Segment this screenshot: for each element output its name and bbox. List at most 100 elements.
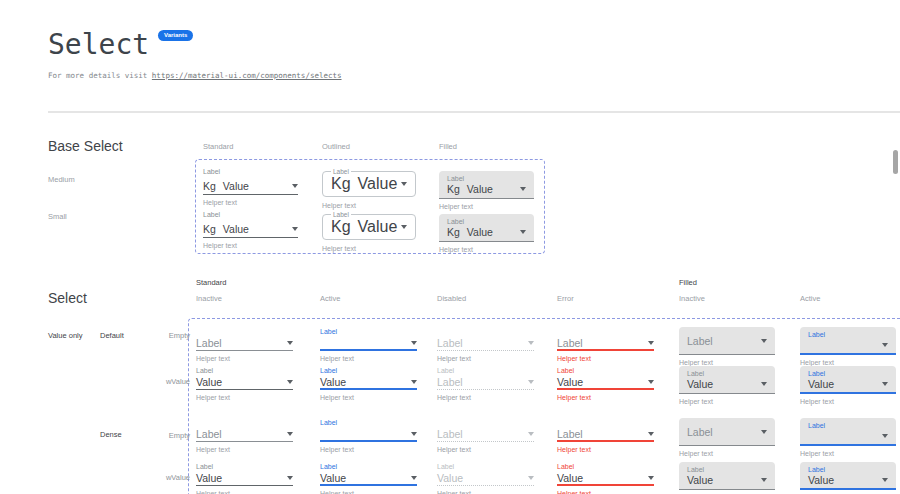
select-value: Value [196, 472, 222, 484]
select-field: Label KgValue Helper text [439, 214, 534, 254]
select-input[interactable]: Value [320, 471, 417, 486]
select-input[interactable]: Label Value [800, 462, 896, 490]
select-input[interactable]: Label [437, 336, 534, 351]
chevron-down-icon [528, 476, 534, 480]
select-field: Label Value Helper text [679, 462, 775, 494]
select-label: Label [320, 366, 417, 375]
select-input[interactable]: Label KgValue [439, 214, 534, 242]
select-input[interactable]: Label Value [800, 366, 896, 394]
select-value: Value [687, 474, 713, 486]
select-input[interactable]: Label [679, 327, 775, 355]
select-label: Label [808, 369, 888, 378]
select-input[interactable] [320, 427, 417, 442]
select-value: Value [808, 474, 834, 486]
row-group-default: Default [100, 331, 124, 340]
helper-text: Helper text [196, 394, 293, 402]
row-label-empty: Empty [130, 331, 190, 340]
chevron-down-icon [648, 341, 654, 345]
chevron-down-icon [520, 187, 526, 191]
docs-link[interactable]: https://material-ui.com/components/selec… [152, 71, 342, 80]
select-label: Label [557, 366, 654, 375]
select-input[interactable]: KgValue [203, 220, 298, 238]
helper-text: Helper text [439, 203, 534, 211]
select-label: Label [196, 462, 293, 471]
chevron-down-icon [411, 476, 417, 480]
helper-text: Helper text [800, 450, 896, 458]
select-field: Label Value Helper text [557, 462, 654, 494]
select-input[interactable]: Value [196, 375, 293, 390]
select-label [196, 327, 293, 336]
select-input[interactable]: Label [800, 327, 896, 355]
select-input[interactable]: Value [196, 471, 293, 486]
select-field: Label Value Helper text [679, 366, 775, 406]
select-field: Label Label Helper text [437, 366, 534, 402]
chevron-down-icon [528, 380, 534, 384]
select-input[interactable] [320, 336, 417, 351]
select-value: Label [437, 376, 463, 388]
select-input[interactable]: Value [437, 471, 534, 486]
select-field: Label KgValue Helper text [439, 171, 534, 211]
column-header-inactive: Inactive [196, 294, 222, 303]
chevron-down-icon [761, 430, 767, 434]
column-header-standard: Standard [203, 142, 233, 151]
select-field: Label Helper text [557, 418, 654, 454]
select-input[interactable]: Label Value [679, 366, 775, 394]
helper-text: Helper text [437, 355, 534, 363]
column-header-filled: Filled [439, 142, 457, 151]
chevron-down-icon [648, 380, 654, 384]
select-input[interactable]: Label KgValue [322, 171, 416, 197]
select-value: Value [557, 376, 583, 388]
chevron-down-icon [411, 380, 417, 384]
helper-text: Helper text [320, 394, 417, 402]
select-field: Label Helper text [196, 327, 293, 363]
select-label: Label [557, 462, 654, 471]
select-value: Label [196, 428, 222, 440]
select-value: Value [437, 472, 463, 484]
select-input[interactable]: Value [557, 375, 654, 390]
select-field: Label Value Helper text [557, 366, 654, 402]
select-input[interactable]: Label KgValue [439, 171, 534, 199]
helper-text: Helper text [679, 398, 775, 406]
select-input[interactable]: Label [196, 427, 293, 442]
select-label: Label [808, 465, 888, 474]
select-input[interactable]: Value [557, 471, 654, 486]
select-input[interactable]: Value [320, 375, 417, 390]
select-value: Value [223, 223, 249, 235]
select-input[interactable]: Label [437, 427, 534, 442]
chevron-down-icon [882, 382, 888, 386]
row-label-wvalue: wValue [130, 473, 190, 482]
chevron-down-icon [882, 478, 888, 482]
select-input[interactable]: Label Value [679, 462, 775, 490]
helper-text: Helper text [557, 394, 654, 402]
select-input[interactable]: Label [557, 427, 654, 442]
chevron-down-icon [287, 341, 293, 345]
chevron-down-icon [761, 478, 767, 482]
helper-text: Helper text [320, 446, 417, 454]
dashed-outline-box [188, 318, 900, 494]
select-input[interactable]: Label [800, 418, 896, 446]
select-field: Label Helper text [679, 418, 775, 458]
select-input[interactable]: Label [679, 418, 775, 446]
select-field: Label Value Helper text [800, 462, 896, 494]
select-label: Label [331, 211, 351, 218]
select-field: Label KgValue Helper text [322, 171, 416, 210]
select-input[interactable]: Label [557, 336, 654, 351]
select-input[interactable]: Label [437, 375, 534, 390]
select-input[interactable]: Label KgValue [322, 214, 416, 240]
chevron-down-icon [411, 432, 417, 436]
select-label: Label [808, 421, 888, 430]
helper-text: Helper text [439, 246, 534, 254]
helper-text: Helper text [437, 446, 534, 454]
select-field: Label Helper text [557, 327, 654, 363]
column-header-outlined: Outlined [322, 142, 350, 151]
select-value: Value [467, 226, 493, 238]
select-label [437, 327, 534, 336]
select-value: Value [320, 376, 346, 388]
select-value: Label [437, 337, 463, 349]
chevron-down-icon [287, 380, 293, 384]
scrollbar-thumb[interactable] [893, 150, 898, 174]
select-field: Label KgValue Helper text [322, 214, 416, 253]
select-input[interactable]: KgValue [203, 177, 298, 195]
select-heading: Select [48, 290, 87, 306]
select-input[interactable]: Label [196, 336, 293, 351]
